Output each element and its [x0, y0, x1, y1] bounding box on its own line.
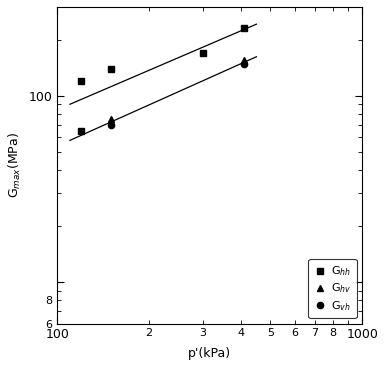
Legend: G$_{hh}$, G$_{hv}$, G$_{vh}$: G$_{hh}$, G$_{hv}$, G$_{vh}$ [308, 259, 357, 318]
G$_{vh}$ [242, 62, 246, 66]
G$_{hh}$ [109, 66, 113, 71]
Line: G$_{hh}$: G$_{hh}$ [78, 25, 247, 134]
G$_{vh}$ [109, 123, 113, 127]
X-axis label: p'(kPa): p'(kPa) [188, 347, 231, 360]
G$_{hh}$ [79, 128, 84, 133]
Line: G$_{vh}$: G$_{vh}$ [108, 61, 247, 128]
G$_{hh}$ [242, 26, 246, 31]
G$_{hv}$ [109, 117, 113, 121]
Y-axis label: G$_{max}$(MPa): G$_{max}$(MPa) [7, 132, 23, 198]
Line: G$_{hv}$: G$_{hv}$ [108, 57, 247, 122]
G$_{hh}$ [201, 51, 205, 55]
G$_{hh}$ [79, 79, 84, 83]
G$_{hv}$ [242, 58, 246, 63]
